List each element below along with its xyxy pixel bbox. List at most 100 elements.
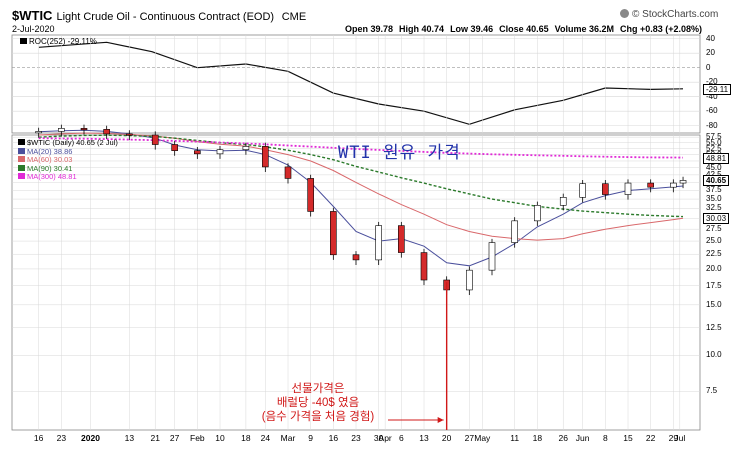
legend-swatch-icon — [18, 139, 25, 145]
legend-item: MA(60) 30.03 — [18, 155, 72, 164]
candle-body — [647, 182, 654, 188]
price-tick-label: 10.0 — [706, 350, 722, 360]
price-tick-label: 7.5 — [706, 386, 718, 396]
quote-date: 2-Jul-2020 — [12, 24, 55, 34]
legend-label: MA(300) 48.81 — [27, 172, 77, 181]
price-tick-label: 57.5 — [706, 132, 722, 142]
legend-swatch-icon — [18, 173, 25, 179]
annotation-text: 선물가격은 배럴당 -40$ 였음 (음수 가격을 처음 경험) — [248, 382, 388, 424]
price-tick-label: 22.5 — [706, 249, 722, 259]
candle-body — [679, 180, 687, 184]
ma-line-ma90 — [38, 134, 684, 218]
x-tick-label: 8 — [602, 433, 608, 443]
x-tick-label: 27 — [169, 433, 180, 443]
quote-bar: Open 39.78 High 40.74 Low 39.46 Close 40.65… — [345, 24, 702, 34]
quote-high: High 40.74 — [399, 24, 445, 34]
candle-body — [330, 211, 337, 256]
x-tick-label: 23 — [351, 433, 361, 443]
legend-item: $WTIC (Daily) 40.65 (2 Jul) — [18, 138, 118, 147]
legend-label: MA(90) 30.41 — [27, 163, 73, 173]
price-badge: 48.81 — [703, 152, 730, 164]
x-tick-label: 11 — [510, 433, 520, 443]
candle-body — [420, 252, 428, 281]
candle-body — [216, 149, 224, 155]
roc-tick-label: 40 — [706, 33, 715, 43]
x-tick-label: 13 — [419, 433, 429, 443]
x-tick-label: 27 — [464, 433, 475, 443]
brand[interactable]: © StockCharts.com — [620, 9, 718, 20]
legend-label: MA(20) 38.86 — [27, 146, 73, 156]
price-tick-label: 42.5 — [706, 169, 722, 179]
x-tick-label: Feb — [190, 433, 205, 443]
x-tick-label: 2020 — [81, 433, 100, 443]
x-tick-label: 22 — [645, 433, 656, 443]
ma-line-ma20 — [38, 129, 684, 267]
x-tick-label: 6 — [398, 433, 404, 443]
x-tick-label: Jun — [575, 433, 590, 443]
roc-tick-label: -60 — [706, 106, 718, 116]
x-tick-label: 16 — [33, 433, 44, 443]
roc-tick-label: -20 — [706, 77, 718, 87]
legend-square-icon — [20, 38, 27, 44]
quote-chg: Chg +0.83 (+2.08%) — [619, 24, 703, 34]
candle-body — [670, 182, 677, 188]
x-tick-label: 30 — [373, 433, 384, 443]
legend-label: $WTIC (Daily) 40.65 (2 Jul) — [27, 138, 118, 147]
x-tick-label: 13 — [124, 433, 135, 443]
quote-close: Close 40.65 — [499, 24, 549, 34]
candle-body — [624, 182, 632, 195]
price-tick-label: 32.5 — [706, 203, 722, 213]
stockcharts-logo-icon — [620, 9, 629, 18]
quote-low: Low 39.46 — [450, 24, 494, 34]
candle-body — [466, 269, 473, 291]
legend-swatch-icon — [18, 164, 25, 171]
x-tick-label: Apr — [378, 433, 392, 443]
x-tick-label: May — [474, 433, 491, 443]
annotation-line: 선물가격은 — [291, 383, 345, 395]
roc-line — [38, 41, 684, 125]
price-tick-label: 45.0 — [706, 162, 722, 172]
candle-body — [262, 146, 269, 168]
roc-tick-label: 20 — [706, 48, 715, 58]
price-badge: 40.65 — [703, 175, 730, 187]
overlay-title: WTI 원유 가격 — [338, 143, 461, 163]
x-tick-label: 10 — [215, 433, 225, 443]
x-tick-label: Jul — [674, 433, 686, 443]
x-tick-label: 16 — [328, 433, 339, 443]
x-tick-label: 21 — [150, 433, 160, 443]
symbol: $WTIC — [12, 8, 53, 23]
symbol-description: Light Crude Oil - Continuous Contract (E… — [56, 11, 275, 23]
x-tick-label: 18 — [241, 433, 251, 443]
x-tick-label: 20 — [441, 433, 452, 443]
x-tick-label: 29 — [668, 433, 679, 443]
price-tick-label: 52.5 — [706, 143, 722, 153]
candle-body — [35, 131, 42, 134]
x-tick-label: 18 — [532, 433, 543, 443]
legend-swatch-icon — [18, 156, 25, 162]
roc-last-badge: -29.11 — [703, 83, 732, 95]
candle-body — [151, 134, 159, 145]
legend-swatch-icon — [18, 147, 25, 154]
quote-open: Open 39.78 — [345, 24, 394, 34]
legend-item: MA(90) 30.41 — [18, 164, 72, 173]
annotation-line: 배럴당 -40$ 였음 — [276, 397, 360, 409]
candle-body — [511, 220, 518, 243]
price-tick-label: 17.5 — [706, 280, 722, 290]
candle-body — [307, 178, 314, 212]
roc-legend-label: ROC(252) -29.11% — [29, 37, 97, 46]
roc-tick-label: -80 — [706, 120, 718, 130]
ma-line-ma300 — [38, 137, 684, 159]
candle-body — [103, 129, 110, 135]
price-tick-label: 20.0 — [706, 263, 722, 273]
roc-tick-label: -40 — [706, 91, 718, 101]
candle-body — [80, 128, 88, 131]
x-tick-label: 24 — [260, 433, 271, 443]
price-tick-label: 25.0 — [706, 236, 722, 246]
candle-body — [579, 183, 586, 198]
x-tick-label: 23 — [56, 433, 67, 443]
candle-body — [171, 144, 178, 151]
x-tick-label: 9 — [308, 433, 314, 443]
symbol-title: $WTIC Light Crude Oil - Continuous Contra… — [12, 8, 306, 23]
x-tick-label: 26 — [558, 433, 568, 443]
legend-label: MA(60) 30.03 — [27, 155, 73, 164]
